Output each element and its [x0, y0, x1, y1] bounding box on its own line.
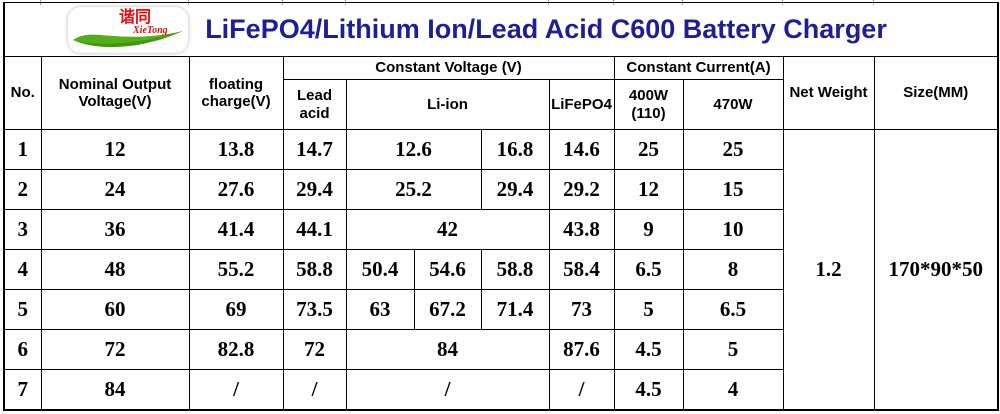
col-header-400w-line2: (110) — [631, 104, 666, 122]
col-header-nominal-voltage: Nominal Output Voltage(V) — [40, 56, 190, 130]
cell-no: 5 — [3, 289, 42, 330]
cell-floating: 82.8 — [188, 329, 284, 370]
cell-nominal: 72 — [40, 329, 190, 370]
cell-floating: 27.6 — [188, 169, 284, 210]
col-header-400w-line1: 400W — [628, 87, 669, 105]
table-row: 4 48 55.2 58.8 50.4 54.6 58.8 58.4 6.5 8 — [3, 249, 998, 290]
cell-lifepo4: / — [548, 369, 615, 410]
cell-no: 7 — [3, 369, 42, 410]
group-header-constant-current: Constant Current(A) — [613, 56, 784, 80]
cell-current-470w: 10 — [682, 209, 784, 250]
cell-lead-acid: / — [282, 369, 347, 410]
cell-current-470w: 5 — [682, 329, 784, 370]
table-row: 7 84 / / / / 4.5 4 — [3, 369, 998, 410]
cell-current-470w: 6.5 — [682, 289, 784, 330]
cell-nominal: 24 — [40, 169, 190, 210]
cell-lifepo4: 87.6 — [548, 329, 615, 370]
cell-nominal: 84 — [40, 369, 190, 410]
cell-current-400w: 6.5 — [613, 249, 684, 290]
col-header-no: No. — [3, 56, 42, 130]
col-header-lead-acid: Lead acid — [282, 79, 347, 130]
cell-current-400w: 9 — [613, 209, 684, 250]
cell-li-ion-2: 54.6 — [413, 249, 482, 290]
col-header-470w: 470W — [682, 79, 784, 130]
cell-floating: 13.8 — [188, 129, 284, 170]
cell-net-weight: 1.2 — [782, 129, 875, 410]
cell-li-ion-3: 58.8 — [480, 249, 550, 290]
cell-current-400w: 5 — [613, 289, 684, 330]
table-row: 1 12 13.8 14.7 12.6 16.8 14.6 25 25 1.2 … — [3, 129, 999, 410]
cell-no: 3 — [3, 209, 42, 250]
brand-logo: 谐同 XieTong — [67, 6, 189, 54]
col-header-net-weight: Net Weight — [782, 56, 875, 130]
col-header-size: Size(MM) — [873, 56, 999, 130]
cell-lifepo4: 73 — [548, 289, 615, 330]
cell-current-400w: 25 — [613, 129, 684, 170]
cell-lifepo4: 29.2 — [548, 169, 615, 210]
cell-current-470w: 4 — [682, 369, 784, 410]
cell-li-ion: 42 — [345, 209, 550, 250]
cell-lifepo4: 58.4 — [548, 249, 615, 290]
cell-li-ion-b: 29.4 — [480, 169, 550, 210]
cell-floating: 55.2 — [188, 249, 284, 290]
cell-floating: 41.4 — [188, 209, 284, 250]
cell-li-ion-a: 25.2 — [345, 169, 482, 210]
cell-li-ion: 84 — [345, 329, 550, 370]
cell-floating: / — [188, 369, 284, 410]
cell-current-470w: 15 — [682, 169, 784, 210]
cell-no: 2 — [3, 169, 42, 210]
cell-li-ion: / — [345, 369, 550, 410]
spec-table: 谐同 XieTong LiFePO4/Lithium Ion/Lead Acid… — [3, 2, 1000, 411]
cell-li-ion-a: 12.6 — [345, 129, 482, 170]
title-row: 谐同 XieTong LiFePO4/Lithium Ion/Lead Acid… — [3, 2, 999, 57]
cell-lifepo4: 14.6 — [548, 129, 615, 170]
cell-nominal: 60 — [40, 289, 190, 330]
col-header-lifepo4: LiFePO4 — [548, 79, 615, 130]
cell-no: 4 — [3, 249, 42, 290]
cell-no: 6 — [3, 329, 42, 370]
cell-current-400w: 4.5 — [613, 329, 684, 370]
cell-no: 1 — [3, 129, 42, 170]
cell-current-400w: 4.5 — [613, 369, 684, 410]
logo-chinese-text: 谐同 — [119, 7, 152, 26]
cell-li-ion-1: 50.4 — [345, 249, 415, 290]
cell-current-470w: 8 — [682, 249, 784, 290]
col-header-li-ion: Li-ion — [345, 79, 550, 130]
cell-lead-acid: 72 — [282, 329, 347, 370]
cell-nominal: 48 — [40, 249, 190, 290]
cell-li-ion-3: 71.4 — [480, 289, 550, 330]
group-header-constant-voltage: Constant Voltage (V) — [282, 56, 615, 80]
cell-lead-acid: 29.4 — [282, 169, 347, 210]
table-row: 2 24 27.6 29.4 25.2 29.4 29.2 12 15 — [3, 169, 998, 210]
cell-li-ion-1: 63 — [345, 289, 415, 330]
cell-lead-acid: 73.5 — [282, 289, 347, 330]
logo-pinyin-text: XieTong — [133, 25, 168, 36]
cell-li-ion-2: 67.2 — [413, 289, 482, 330]
cell-floating: 69 — [188, 289, 284, 330]
cell-lead-acid: 14.7 — [282, 129, 347, 170]
col-header-floating-charge: floating charge(V) — [188, 56, 284, 130]
cell-lead-acid: 58.8 — [282, 249, 347, 290]
cell-current-400w: 12 — [613, 169, 684, 210]
cell-lead-acid: 44.1 — [282, 209, 347, 250]
table-row: 3 36 41.4 44.1 42 43.8 9 10 — [3, 209, 998, 250]
cell-lifepo4: 43.8 — [548, 209, 615, 250]
col-header-400w: 400W (110) — [613, 79, 684, 130]
logo-swoosh-icon — [73, 31, 183, 48]
table-row: 6 72 82.8 72 84 87.6 4.5 5 — [3, 329, 998, 370]
cell-li-ion-b: 16.8 — [480, 129, 550, 170]
cell-nominal: 12 — [40, 129, 190, 170]
cell-current-470w: 25 — [682, 129, 784, 170]
page-title: LiFePO4/Lithium Ion/Lead Acid C600 Batte… — [205, 14, 887, 44]
cell-size: 170*90*50 — [873, 129, 999, 410]
cell-nominal: 36 — [40, 209, 190, 250]
